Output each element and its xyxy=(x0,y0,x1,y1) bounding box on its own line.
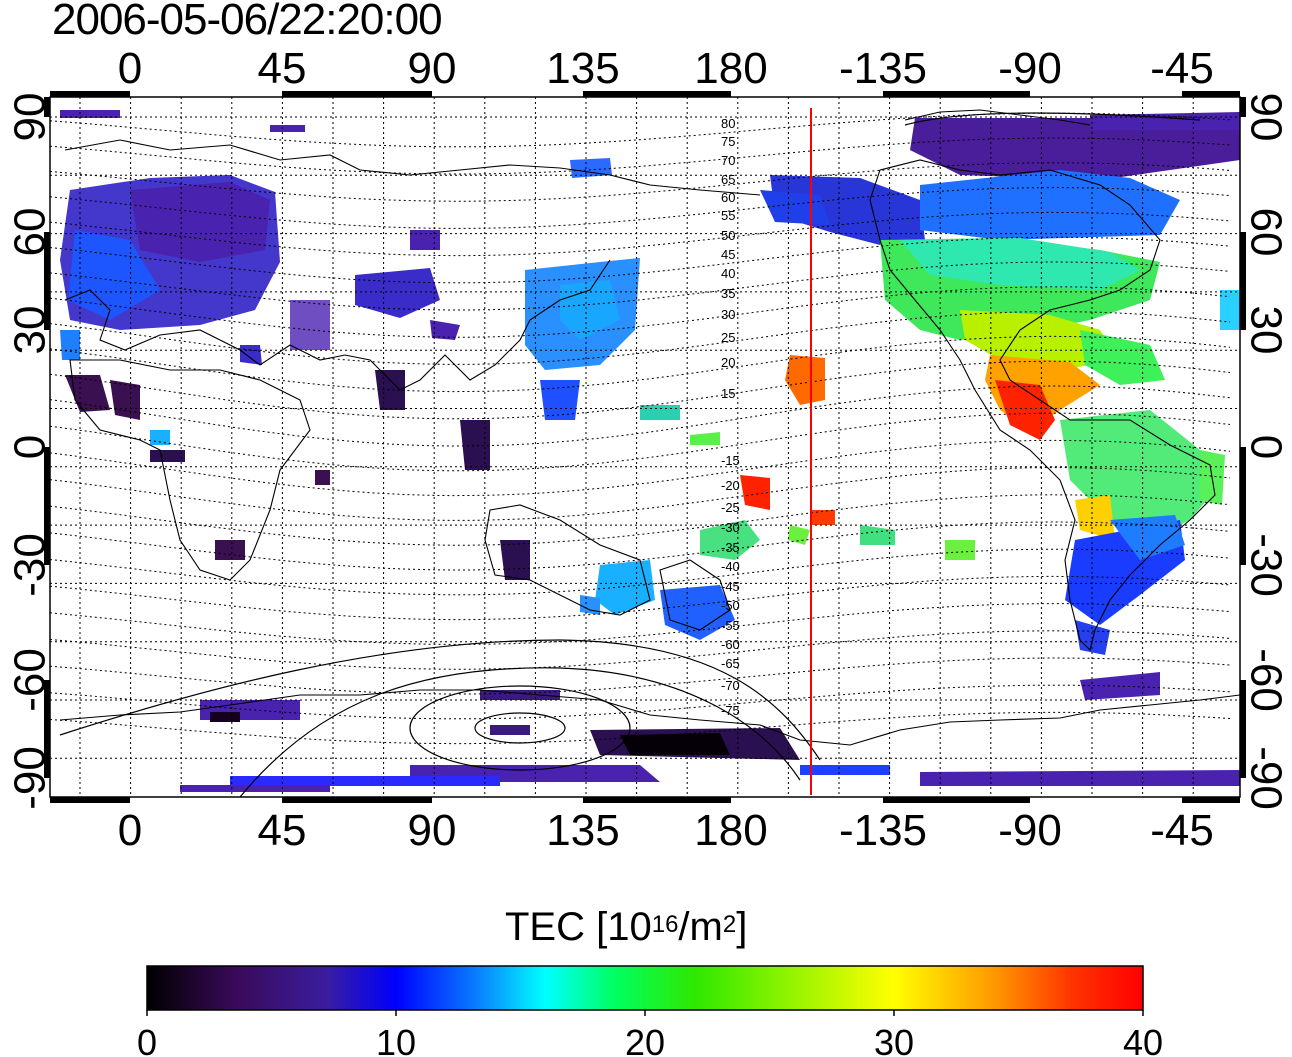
lat-tick-label-right: 90 xyxy=(1242,93,1291,142)
lat-tick-label-left: -90 xyxy=(6,746,55,810)
lon-tick-label-bottom: -45 xyxy=(1150,806,1214,855)
lon-tick-label-top: 0 xyxy=(118,44,142,93)
mlat-label-south: -70 xyxy=(721,678,740,693)
lon-tick-label-bottom: 90 xyxy=(408,806,457,855)
lon-tick-label-top: -45 xyxy=(1150,44,1214,93)
aurora-contours xyxy=(59,112,1201,797)
mlat-label-south: -45 xyxy=(721,579,740,594)
lon-tick-label-bottom: -90 xyxy=(998,806,1062,855)
map-title: 2006-05-06/22:20:00 xyxy=(52,0,443,44)
mlat-label-north: 65 xyxy=(721,172,735,187)
lat-tick-label-left: 30 xyxy=(6,306,55,355)
lat-tick-label-left: 0 xyxy=(6,435,55,459)
colorbar-tick-label: 0 xyxy=(137,1022,157,1057)
lon-axis-top: 0 45 90 135 180 -135 -90 -45 xyxy=(118,44,1214,93)
lat-axis-left: 90 60 30 0 -30 -60 -90 xyxy=(6,93,55,810)
mlat-label-north: 35 xyxy=(721,286,735,301)
mlat-label-north: 20 xyxy=(721,355,735,370)
mlat-label-south: -75 xyxy=(721,703,740,718)
mlat-label-south: -15 xyxy=(721,453,740,468)
mlat-label-south: -40 xyxy=(721,559,740,574)
lon-tick-label-bottom: 0 xyxy=(118,806,142,855)
mlat-label-south: -55 xyxy=(721,618,740,633)
lon-tick-label-bottom: -135 xyxy=(839,806,927,855)
lon-tick-label-top: -135 xyxy=(839,44,927,93)
magnetic-latitude-labels: 80 75 70 65 60 55 50 45 40 35 30 25 20 15 -15 -20 -25 -30… xyxy=(721,116,740,718)
lon-axis-bottom: 0 45 90 135 180 -135 -90 -45 xyxy=(118,806,1214,855)
mlat-label-south: -50 xyxy=(721,598,740,613)
colorbar-tick-label: 10 xyxy=(376,1022,416,1057)
lon-tick-label-top: 45 xyxy=(258,44,307,93)
lon-tick-label-bottom: 180 xyxy=(694,806,767,855)
lat-tick-label-left: -30 xyxy=(6,533,55,597)
lat-tick-label-right: -30 xyxy=(1242,533,1291,597)
lat-tick-label-right: -90 xyxy=(1242,746,1291,810)
lon-tick-label-bottom: 135 xyxy=(546,806,619,855)
lat-axis-right: 90 60 30 0 -30 -60 -90 xyxy=(1242,93,1291,810)
tec-data-layer xyxy=(60,110,1240,792)
lat-tick-label-left: 60 xyxy=(6,208,55,257)
colorbar-tick-label: 40 xyxy=(1123,1022,1163,1057)
lat-tick-label-right: 30 xyxy=(1242,306,1291,355)
lat-tick-label-right: 60 xyxy=(1242,208,1291,257)
mlat-label-north: 25 xyxy=(721,330,735,345)
lon-tick-label-top: 180 xyxy=(694,44,767,93)
tec-colorbar xyxy=(146,965,1144,1011)
mlat-label-north: 45 xyxy=(721,247,735,262)
lon-tick-label-top: 90 xyxy=(408,44,457,93)
colorbar-title: TEC [1016/m2] xyxy=(505,905,748,949)
mlat-label-north: 15 xyxy=(721,386,735,401)
mlat-label-south: -30 xyxy=(721,520,740,535)
colorbar-ticks: 0 10 20 30 40 xyxy=(137,1010,1163,1057)
frame-ticks xyxy=(44,91,1246,803)
lon-tick-label-top: 135 xyxy=(546,44,619,93)
mlat-label-south: -20 xyxy=(721,478,740,493)
lat-tick-label-left: 90 xyxy=(6,93,55,142)
mlat-label-north: 70 xyxy=(721,153,735,168)
mlat-label-north: 60 xyxy=(721,190,735,205)
mlat-label-south: -35 xyxy=(721,540,740,555)
mlat-label-north: 30 xyxy=(721,307,735,322)
lon-tick-label-bottom: 45 xyxy=(258,806,307,855)
magnetic-latitude-contours xyxy=(50,112,1231,745)
lon-tick-label-top: -90 xyxy=(998,44,1062,93)
mlat-label-north: 55 xyxy=(721,208,735,223)
colorbar-tick-label: 30 xyxy=(874,1022,914,1057)
mlat-label-north: 40 xyxy=(721,266,735,281)
mlat-label-north: 80 xyxy=(721,116,735,131)
lat-tick-label-right: -60 xyxy=(1242,648,1291,712)
graticule xyxy=(50,97,1240,797)
mlat-label-north: 75 xyxy=(721,134,735,149)
mlat-label-south: -65 xyxy=(721,656,740,671)
colorbar-tick-label: 20 xyxy=(625,1022,665,1057)
lat-tick-label-left: -60 xyxy=(6,648,55,712)
mlat-label-south: -60 xyxy=(721,637,740,652)
lat-tick-label-right: 0 xyxy=(1242,435,1291,459)
mlat-label-north: 50 xyxy=(721,228,735,243)
mlat-label-south: -25 xyxy=(721,500,740,515)
